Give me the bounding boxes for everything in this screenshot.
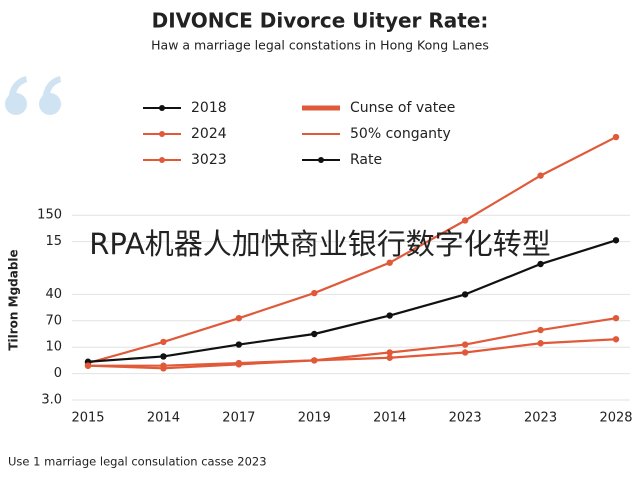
data-point [537,260,544,268]
data-point [386,312,393,319]
data-point [537,340,544,347]
series-line [87,239,617,363]
legend-label: Rate [350,152,382,168]
x-tick-label: 2014 [147,411,180,426]
y-tick-label: 40 [45,287,62,302]
data-point [612,237,620,244]
data-point [386,259,393,266]
data-point [311,357,318,364]
data-point [386,354,393,361]
data-point [612,336,620,343]
data-point [235,341,243,348]
y-tick-label: 70 [45,313,62,328]
x-tick-label: 2023 [449,411,482,426]
data-point [537,172,544,179]
data-point [235,359,243,367]
data-point [84,362,92,369]
data-point [160,362,167,369]
y-tick-label: 10 [45,340,62,355]
x-tick-label: 2028 [599,411,632,426]
legend-marker [318,157,324,163]
chart-title: DIVONCE Divorce Uityer Rate: [152,9,489,33]
data-point [461,349,469,356]
footnote: Use 1 marriage legal consulation casse 2… [8,455,267,469]
data-point [235,314,243,322]
legend-label: 2024 [191,126,227,142]
legend-marker [159,157,165,163]
legend-label: 2018 [191,100,227,116]
y-axis-label: Tilron Mgdable [7,249,21,350]
series-line [87,317,617,370]
x-tick-label: 2015 [71,411,104,426]
x-tick-label: 2019 [298,411,331,426]
x-tick-label: 2017 [222,411,255,426]
chart-subtitle: Haw a marriage legal constations in Hong… [151,38,489,53]
y-tick-label: 0 [54,366,62,381]
data-point [461,341,469,348]
legend-marker [159,105,165,111]
series-line [87,136,617,365]
plot: 3.0 0 10 70 40 15 150 2015 2014 2017 2019 2014 2023 2… [37,100,632,426]
data-point [386,349,393,356]
data-point [537,326,544,334]
x-tick-label: 2023 [524,411,557,426]
data-point [160,353,167,360]
data-point [612,314,620,322]
legend-label: 50% conganty [350,126,451,142]
y-tick-label: 3.0 [41,393,62,408]
overlay-text: RPA机器人加快商业银行数字化转型 [89,227,551,261]
data-point [461,291,469,298]
quote-icon [5,76,61,115]
series-line [88,338,617,367]
x-tick-label: 2014 [373,411,406,426]
data-point [160,338,167,346]
legend-marker [159,131,165,137]
y-tick-label: 15 [45,234,62,249]
data-point [612,133,620,141]
data-point [311,330,318,338]
data-point [461,217,469,224]
legend-label: Cunse of vatee [350,100,455,116]
data-point [311,289,318,297]
legend-label: 3023 [191,152,227,168]
y-tick-label: 150 [37,208,62,223]
